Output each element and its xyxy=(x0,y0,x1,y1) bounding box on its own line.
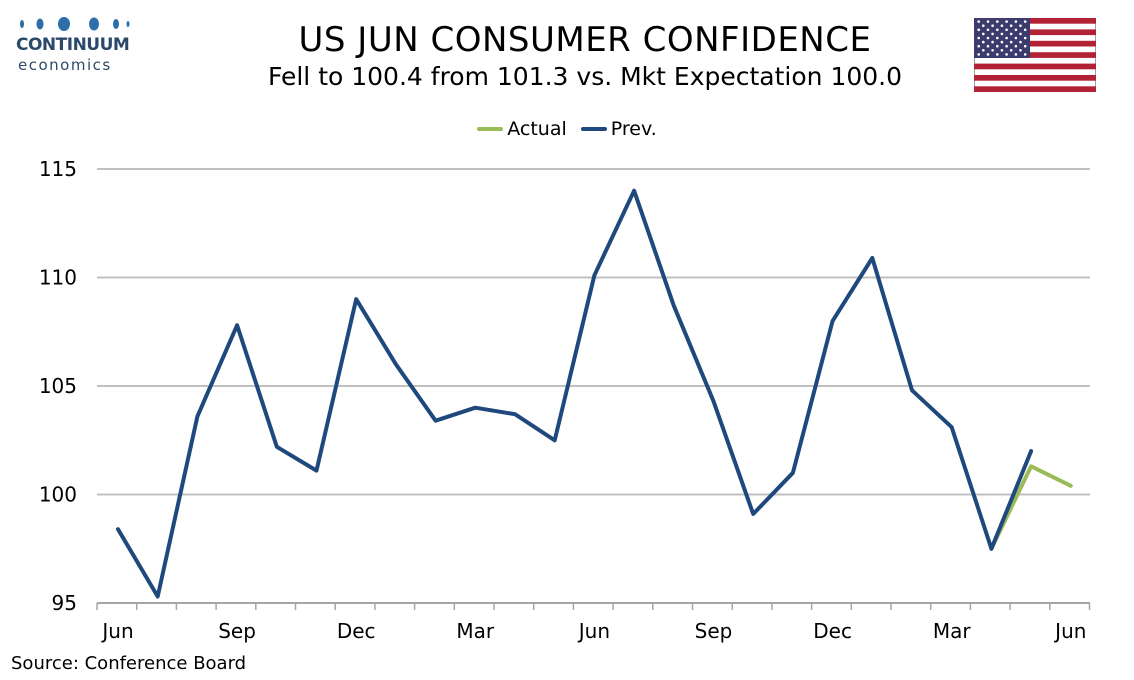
logo-dots-icon xyxy=(20,17,130,31)
x-tick-label: Dec xyxy=(813,619,852,643)
legend-label-actual: Actual xyxy=(507,118,567,140)
continuum-economics-logo: CONTINUUM economics xyxy=(14,14,134,76)
x-tick-label: Mar xyxy=(933,619,972,643)
y-tick-label: 110 xyxy=(39,266,77,290)
legend-swatch-actual xyxy=(477,127,504,131)
x-tick-label: Jun xyxy=(577,619,610,643)
y-tick-label: 100 xyxy=(39,483,77,507)
legend-swatch-prev xyxy=(580,127,607,131)
y-tick-label: 115 xyxy=(39,157,77,181)
legend-label-prev: Prev. xyxy=(610,118,657,140)
y-tick-label: 105 xyxy=(39,374,77,398)
x-tick-label: Dec xyxy=(337,619,376,643)
x-tick-label: Sep xyxy=(695,619,733,643)
chart-title: US JUN CONSUMER CONFIDENCE xyxy=(298,20,872,60)
series-line-prev xyxy=(116,188,1034,599)
legend-item-actual: Actual xyxy=(477,118,567,140)
us-flag-icon xyxy=(974,18,1096,92)
legend-item-prev: Prev. xyxy=(580,118,657,140)
chart-legend: Actual Prev. xyxy=(0,118,1134,140)
series-line-actual xyxy=(989,464,1073,551)
x-tick-label: Jun xyxy=(1053,619,1086,643)
logo-wordmark: CONTINUUM xyxy=(16,35,130,55)
y-tick-label: 95 xyxy=(52,591,77,615)
x-tick-label: Sep xyxy=(218,619,256,643)
x-tick-label: Mar xyxy=(456,619,495,643)
logo-subtitle: economics xyxy=(18,56,112,74)
source-note: Source: Conference Board xyxy=(11,653,247,674)
chart-subtitle: Fell to 100.4 from 101.3 vs. Mkt Expecta… xyxy=(267,62,903,91)
x-tick-label: Jun xyxy=(100,619,133,643)
